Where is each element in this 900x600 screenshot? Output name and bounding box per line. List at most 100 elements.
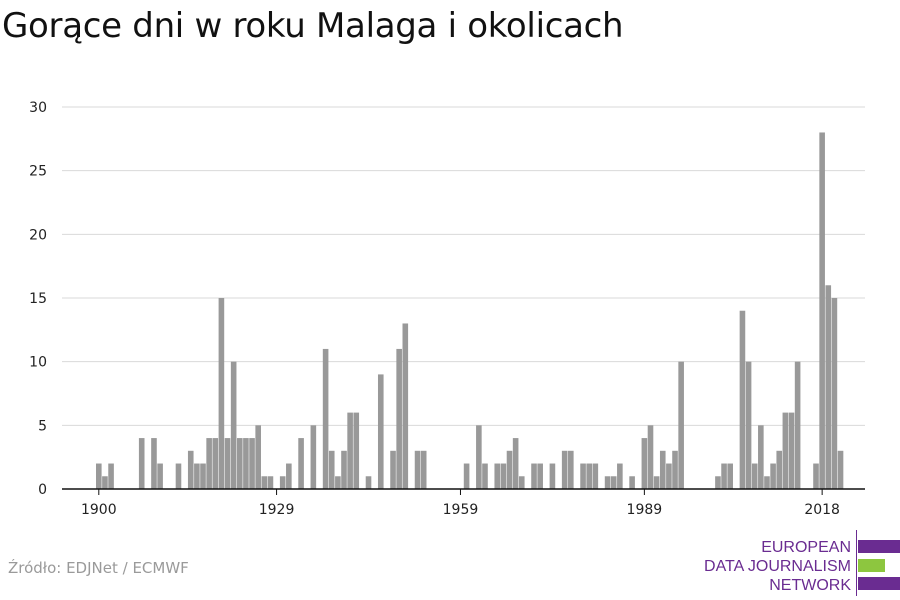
bars — [96, 132, 844, 489]
bar — [666, 463, 672, 489]
bar — [537, 463, 543, 489]
bar — [402, 323, 409, 489]
bar — [715, 476, 721, 489]
bar — [561, 450, 568, 489]
bar — [776, 450, 783, 489]
logo-divider — [856, 530, 857, 596]
bar — [831, 298, 838, 489]
source-note: Źródło: EDJNet / ECMWF — [8, 559, 189, 577]
bar — [518, 476, 525, 489]
bar — [347, 412, 353, 489]
bar — [592, 463, 599, 489]
bar — [794, 361, 801, 489]
bar — [721, 463, 727, 489]
logo-text-network: NETWORK — [769, 577, 851, 594]
bar — [261, 476, 268, 489]
logo-bar-top — [858, 540, 900, 553]
bar — [310, 425, 317, 489]
bar — [151, 438, 157, 489]
bar — [243, 438, 249, 489]
bar — [672, 450, 678, 489]
bar — [249, 438, 255, 489]
bar — [157, 463, 163, 489]
bar — [396, 348, 402, 489]
bar — [586, 463, 592, 489]
bar — [610, 476, 617, 489]
bar — [108, 463, 114, 489]
bar — [506, 450, 513, 489]
y-tick-label: 20 — [29, 227, 47, 243]
bar — [96, 463, 102, 489]
bar — [420, 450, 427, 489]
bar — [641, 438, 648, 489]
y-tick-label: 10 — [29, 355, 47, 371]
x-tick-label: 2018 — [804, 502, 840, 518]
y-axis: 0 5 10 15 20 25 30 — [29, 100, 47, 498]
y-tick-label: 5 — [38, 418, 47, 434]
bar — [102, 476, 108, 489]
bar — [629, 476, 635, 489]
y-tick-label: 30 — [29, 100, 47, 116]
bar — [390, 450, 396, 489]
bar — [531, 463, 537, 489]
x-axis: 1900 1929 1959 1989 2018 — [62, 488, 865, 518]
bar — [187, 450, 194, 489]
bar — [788, 412, 795, 489]
bar — [837, 450, 844, 489]
y-tick-label: 25 — [29, 164, 47, 180]
bar — [200, 463, 206, 489]
bar-chart: 1900 1929 1959 1989 2018 0 5 10 15 20 25 30 — [29, 100, 865, 518]
bar — [825, 285, 832, 489]
bar — [659, 450, 666, 489]
bar — [175, 463, 182, 489]
bar — [782, 412, 789, 489]
bar — [255, 425, 261, 489]
bar — [813, 463, 819, 489]
bar — [206, 438, 212, 489]
bar — [758, 425, 764, 489]
x-tick-label: 1989 — [627, 502, 663, 518]
bar — [194, 463, 200, 489]
bar — [617, 463, 623, 489]
bar — [224, 438, 231, 489]
bar — [764, 476, 770, 489]
bar — [298, 438, 304, 489]
bar — [819, 132, 825, 489]
edjnet-logo: EUROPEAN DATA JOURNALISM NETWORK — [700, 530, 900, 596]
bar — [604, 476, 611, 489]
bar — [138, 438, 145, 489]
bar — [286, 463, 292, 489]
y-tick-label: 15 — [29, 291, 47, 307]
bar — [580, 463, 586, 489]
bar — [341, 450, 347, 489]
bar — [482, 463, 488, 489]
bar — [568, 450, 574, 489]
bar — [512, 438, 519, 489]
chart-title: Gorące dni w roku Malaga i okolicach — [2, 6, 624, 46]
logo-text-european: EUROPEAN — [761, 539, 851, 556]
bar — [322, 348, 329, 489]
bar — [328, 450, 335, 489]
y-tick-label: 0 — [38, 482, 47, 498]
bar — [279, 476, 286, 489]
bar — [353, 412, 360, 489]
bar — [500, 463, 507, 489]
bar — [414, 450, 421, 489]
bar — [727, 463, 733, 489]
bar — [549, 463, 556, 489]
bar — [770, 463, 776, 489]
bar — [212, 438, 219, 489]
bar — [476, 425, 482, 489]
bar — [745, 361, 752, 489]
x-tick-label: 1929 — [259, 502, 295, 518]
logo-bar-middle — [858, 559, 885, 572]
bar — [218, 298, 225, 489]
bar — [678, 361, 684, 489]
logo-bar-bottom — [858, 577, 900, 590]
x-tick-label: 1959 — [443, 502, 479, 518]
bar — [739, 310, 746, 489]
x-tick-label: 1900 — [81, 502, 117, 518]
bar — [377, 374, 384, 489]
bar — [335, 476, 341, 489]
bar — [463, 463, 470, 489]
